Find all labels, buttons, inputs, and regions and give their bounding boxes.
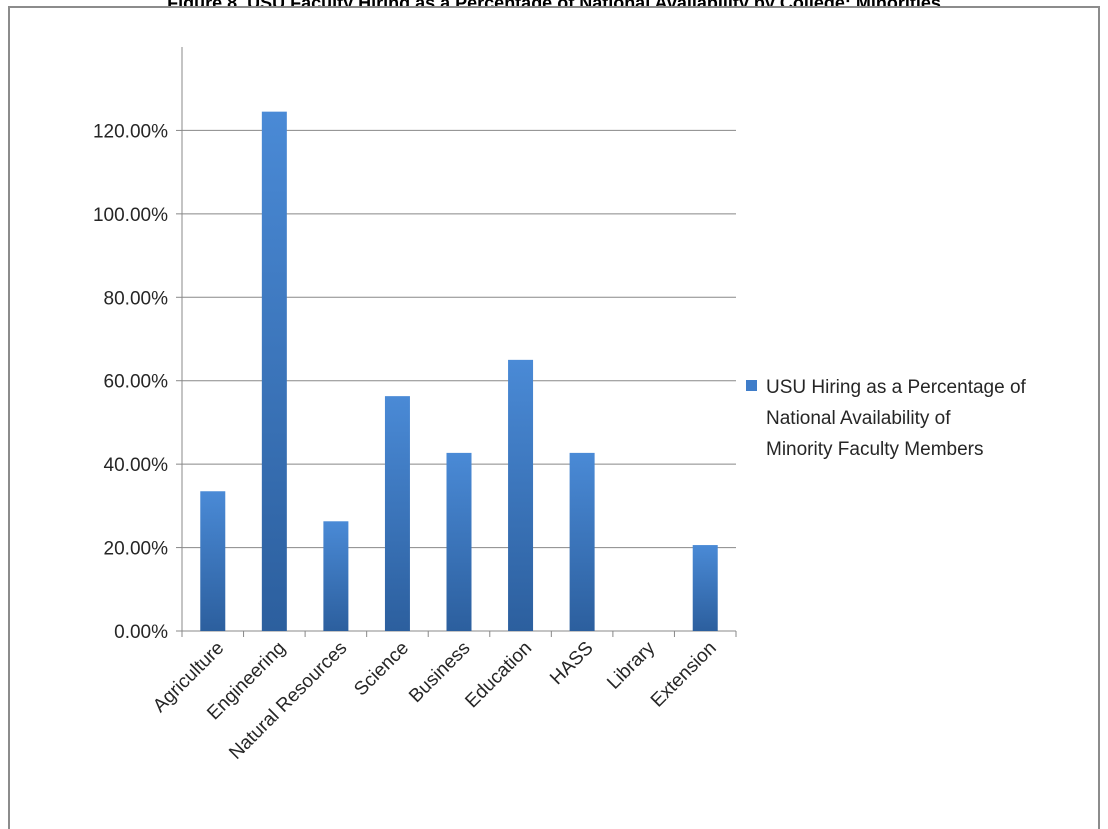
x-tick-label: Science — [350, 638, 413, 701]
bar-natural-resources — [323, 521, 349, 631]
bars — [200, 111, 718, 631]
legend: USU Hiring as a Percentage of National A… — [746, 377, 1027, 460]
x-tick-label: Extension — [647, 638, 721, 712]
x-tick-label: Library — [603, 637, 659, 693]
bar-business — [446, 452, 472, 631]
legend-line-1: USU Hiring as a Percentage of — [766, 377, 1027, 398]
bar-agriculture — [200, 491, 226, 631]
bar-hass — [569, 452, 595, 631]
bar-extension — [692, 545, 718, 631]
bar-education — [508, 359, 534, 631]
legend-swatch — [746, 380, 757, 391]
y-tick-label: 40.00% — [104, 455, 169, 476]
legend-line-3: Minority Faculty Members — [766, 439, 984, 460]
bar-engineering — [261, 111, 287, 631]
y-tick-label: 80.00% — [104, 288, 169, 309]
x-tick-label: HASS — [546, 638, 597, 689]
bar-science — [384, 396, 410, 631]
y-tick-label: 120.00% — [93, 121, 168, 142]
x-tick-label: Education — [461, 638, 536, 713]
x-tick-label: Natural Resources — [225, 638, 351, 764]
y-tick-label: 100.00% — [93, 205, 168, 226]
y-tick-label: 60.00% — [104, 372, 169, 393]
legend-line-2: National Availability of — [766, 408, 951, 429]
y-tick-label: 0.00% — [114, 622, 168, 643]
y-tick-labels: 0.00% 20.00% 40.00% 60.00% 80.00% 100.00% 120.… — [93, 121, 168, 643]
chart-frame — [8, 6, 1100, 829]
y-tick-label: 20.00% — [104, 539, 169, 560]
